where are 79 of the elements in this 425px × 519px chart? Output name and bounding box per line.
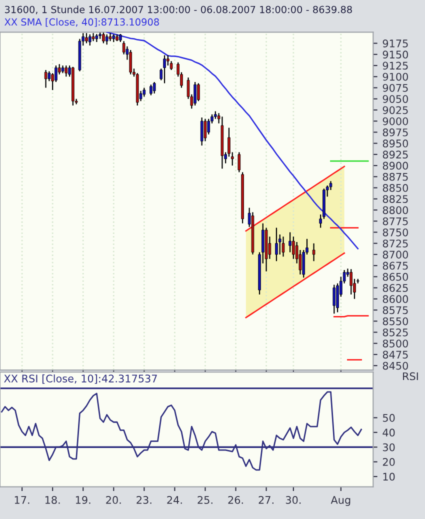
x-tick-label: 17.	[14, 496, 30, 504]
y-tick-label: 8650	[382, 272, 408, 281]
y-tick-label: 8550	[382, 317, 408, 326]
candlestick	[166, 54, 170, 66]
y-tick-label: 8450	[382, 362, 408, 370]
y-tick-label: 40	[382, 428, 395, 437]
text: XX SMA [Close, 40]:8713.10908	[4, 18, 159, 27]
x-tick-label: 18.	[45, 496, 60, 504]
candlestick	[88, 34, 92, 46]
line-series	[245, 166, 346, 232]
y-tick-label: 8500	[382, 340, 408, 348]
y-tick-label: 9175	[382, 40, 408, 48]
x-tick-label: 25.	[198, 496, 212, 504]
x-tick-label: 23.	[136, 496, 152, 504]
y-tick-label: 8900	[382, 162, 408, 170]
y-tick-label: 8750	[382, 228, 408, 236]
text: XX RSI [Close, 10]:42.317537	[4, 374, 157, 384]
candlestick	[282, 236, 285, 258]
candlestick	[292, 236, 295, 260]
y-tick-label: 8600	[382, 295, 408, 304]
candlestick	[275, 227, 278, 262]
candlestick	[108, 32, 112, 42]
candlestick	[350, 268, 352, 296]
y-tick-label: 8725	[382, 240, 408, 248]
x-tick-label: 26.	[228, 496, 243, 504]
y-axis-title: RSI	[403, 372, 418, 380]
x-tick-label: 19.	[76, 496, 90, 504]
candlestick	[200, 116, 204, 146]
candlestick	[152, 81, 156, 94]
x-tick-label: Aug	[330, 496, 350, 506]
y-tick-label: 9075	[382, 84, 408, 92]
candlestick	[238, 152, 241, 173]
y-tick-label: 8975	[382, 128, 408, 136]
y-tick-label: 50	[382, 414, 395, 422]
line-series	[245, 252, 346, 318]
candlestick	[332, 284, 336, 314]
y-tick-label: 9100	[382, 72, 408, 81]
line-series	[106, 32, 359, 250]
y-tick-label: 9125	[382, 62, 408, 70]
y-tick-label: 8525	[382, 328, 408, 336]
candlestick	[85, 32, 88, 44]
y-tick-label: 8475	[382, 350, 408, 359]
y-tick-label: 9150	[382, 50, 408, 59]
candlestick	[64, 64, 68, 78]
y-tick-label: 8575	[382, 306, 408, 314]
x-tick-label: 20.	[106, 496, 121, 504]
y-tick-label: 8625	[382, 284, 408, 292]
y-tick-label: 9025	[382, 106, 408, 114]
candlestick	[204, 118, 207, 142]
y-tick-label: 8825	[382, 195, 408, 203]
y-tick-label: 20	[382, 458, 395, 466]
y-tick-label: 8800	[382, 206, 408, 214]
x-tick-label: 30.	[286, 496, 301, 504]
y-tick-label: 30	[382, 443, 395, 452]
y-tick-label: 8950	[382, 140, 408, 148]
candlestick	[197, 82, 200, 102]
x-tick-label: 27.	[258, 496, 274, 504]
candlestick	[102, 32, 105, 44]
y-tick-label: 8775	[382, 217, 408, 226]
y-tick-label: 8875	[382, 172, 408, 181]
candlestick	[129, 49, 132, 75]
y-tick-label: 8675	[382, 262, 408, 270]
candlestick	[105, 34, 108, 46]
y-tick-label: 10	[383, 472, 395, 481]
candlestick	[312, 242, 316, 262]
y-tick-label: 8925	[382, 150, 408, 159]
candlestick	[150, 84, 152, 96]
candlestick	[194, 81, 196, 106]
chart-title: 31600, 1 Stunde 16.07.2007 13:00:00 - 06.08.2007 18:00:00 - 8639.88	[4, 6, 352, 14]
candlestick	[44, 69, 48, 88]
y-tick-label: 8850	[382, 184, 408, 192]
y-tick-label: 8700	[382, 250, 408, 259]
candlestick	[207, 118, 210, 135]
y-tick-label: 9000	[382, 117, 408, 126]
candlestick	[163, 54, 166, 84]
x-tick-label: 24.	[167, 496, 182, 504]
candlestick	[92, 32, 95, 42]
y-tick-label: 9050	[382, 95, 408, 103]
candlestick	[288, 232, 292, 253]
